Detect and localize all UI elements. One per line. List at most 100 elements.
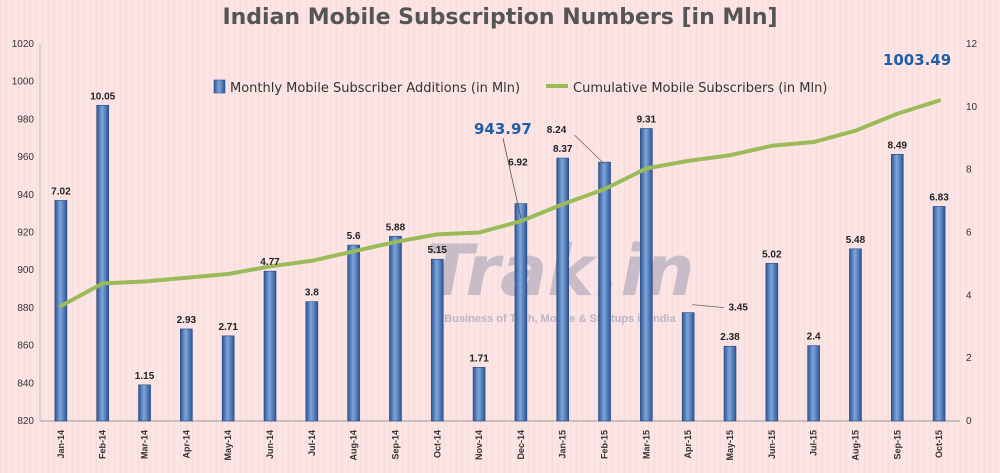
left-axis-tick-label: 1000 bbox=[12, 77, 35, 88]
bar-value-label: 3.45 bbox=[728, 303, 748, 314]
bar bbox=[347, 244, 360, 422]
bar-value-label: 2.93 bbox=[177, 315, 197, 326]
bar-value-label: 2.4 bbox=[807, 332, 821, 343]
bar-value-label: 8.49 bbox=[888, 140, 908, 151]
bar-value-label: 5.48 bbox=[846, 235, 866, 246]
bar bbox=[598, 161, 611, 422]
bar-value-label: 5.15 bbox=[428, 245, 448, 256]
bar bbox=[723, 345, 737, 422]
legend-label-line: Cumulative Mobile Subscribers (in Mln) bbox=[573, 81, 827, 96]
label-leader-line bbox=[574, 134, 605, 165]
x-axis-tick-label: Jul-14 bbox=[307, 430, 317, 456]
bar bbox=[54, 200, 68, 422]
line-series bbox=[58, 98, 942, 309]
bar bbox=[96, 104, 110, 422]
x-axis-tick-label: Jul-15 bbox=[809, 430, 819, 456]
x-axis-tick-label: Feb-14 bbox=[98, 430, 108, 459]
x-axis-tick-label: Sep-14 bbox=[390, 430, 400, 460]
cumulative-line bbox=[58, 98, 942, 309]
data-labels: 7.02 10.05 1.15 2.93 2.71 4.77 3.8 5.6 5.88 5.15 1… bbox=[51, 91, 949, 382]
bar bbox=[556, 157, 570, 422]
bar-series bbox=[54, 104, 946, 422]
bar-value-label: 2.38 bbox=[720, 332, 740, 343]
bar bbox=[807, 345, 820, 422]
callout-leader-line bbox=[502, 137, 522, 219]
right-axis-tick-label: 2 bbox=[966, 353, 972, 364]
label-leader-line bbox=[692, 304, 725, 309]
x-axis-tick-label: May-15 bbox=[725, 430, 735, 461]
x-axis-tick-label: Nov-14 bbox=[474, 430, 484, 460]
x-axis-tick-label: Jun-14 bbox=[265, 430, 275, 459]
x-axis-tick-label: Aug-15 bbox=[850, 430, 860, 461]
left-axis-tick-label: 820 bbox=[17, 416, 34, 427]
right-axis-tick-label: 10 bbox=[966, 102, 978, 113]
x-axis-tick-label: Apr-15 bbox=[683, 430, 693, 459]
bar-value-label: 8.24 bbox=[547, 125, 567, 136]
bar-value-label: 5.02 bbox=[762, 249, 782, 260]
bar bbox=[430, 258, 444, 422]
x-axis-tick-label: Mar-15 bbox=[641, 430, 651, 459]
right-axis-tick-label: 8 bbox=[966, 165, 972, 176]
bar bbox=[180, 328, 193, 422]
bar-value-label: 10.05 bbox=[90, 91, 115, 102]
x-axis-tick-label: Jan-15 bbox=[558, 430, 568, 459]
x-axis-ticks: Jan-14 Feb-14 Mar-14 Apr-14 May-14 Jun-14 Jul-… bbox=[56, 430, 944, 461]
bar bbox=[932, 206, 946, 422]
left-axis-tick-label: 900 bbox=[17, 265, 34, 276]
bar-value-label: 5.88 bbox=[386, 222, 406, 233]
right-axis-tick-label: 6 bbox=[966, 228, 972, 239]
bar-value-label: 8.37 bbox=[553, 144, 573, 155]
chart-title: Indian Mobile Subscription Numbers [in M… bbox=[222, 5, 777, 30]
x-axis-tick-label: Apr-14 bbox=[181, 430, 191, 459]
legend-swatch-bars bbox=[213, 79, 226, 94]
x-axis-tick-label: May-14 bbox=[223, 430, 233, 461]
bar-value-label: 9.31 bbox=[637, 115, 657, 126]
left-axis-tick-label: 840 bbox=[17, 378, 34, 389]
bar bbox=[472, 366, 486, 422]
right-axis-tick-label: 4 bbox=[966, 290, 972, 301]
bar bbox=[681, 312, 695, 422]
bar bbox=[765, 262, 779, 422]
bar-value-label: 6.83 bbox=[929, 192, 949, 203]
x-axis-tick-label: Aug-14 bbox=[349, 430, 359, 461]
bar bbox=[389, 235, 402, 422]
right-axis-tick-label: 0 bbox=[966, 416, 972, 427]
bar bbox=[849, 248, 862, 422]
x-axis-tick-label: Oct-14 bbox=[432, 430, 442, 458]
left-axis-tick-label: 880 bbox=[17, 303, 34, 314]
callout-label: 943.97 bbox=[474, 120, 532, 138]
callout-label: 1003.49 bbox=[883, 51, 951, 69]
x-axis-tick-label: Jan-14 bbox=[56, 430, 66, 459]
bar-value-label: 6.92 bbox=[508, 158, 528, 169]
bar bbox=[138, 384, 151, 422]
x-axis-tick-label: Mar-14 bbox=[140, 430, 150, 459]
x-axis-tick-label: Jun-15 bbox=[767, 430, 777, 459]
left-axis-tick-label: 980 bbox=[17, 114, 34, 125]
left-axis-tick-label: 860 bbox=[17, 341, 34, 352]
right-axis-tick-label: 12 bbox=[966, 39, 978, 50]
bar-value-label: 4.77 bbox=[260, 257, 280, 268]
bar bbox=[640, 128, 653, 422]
legend-label-bars: Monthly Mobile Subscriber Additions (in … bbox=[230, 81, 520, 96]
bar-value-label: 1.15 bbox=[135, 371, 155, 382]
x-axis-tick-label: Feb-15 bbox=[600, 430, 610, 459]
axes: 820 840 860 880 900 920 940 960 980 1000 1020 0 2 4 6 8… bbox=[12, 39, 978, 427]
legend: Monthly Mobile Subscriber Additions (in … bbox=[213, 79, 827, 96]
left-axis-tick-label: 940 bbox=[17, 190, 34, 201]
bar-value-label: 2.71 bbox=[218, 322, 238, 333]
bar-value-label: 5.6 bbox=[347, 231, 361, 242]
bar bbox=[890, 153, 904, 422]
bar-value-label: 1.71 bbox=[469, 353, 489, 364]
left-axis-tick-label: 920 bbox=[17, 228, 34, 239]
x-axis-tick-label: Oct-15 bbox=[934, 430, 944, 458]
left-axis-tick-label: 960 bbox=[17, 152, 34, 163]
callouts: 943.97 1003.49 bbox=[474, 51, 951, 219]
bar-value-label: 7.02 bbox=[51, 186, 71, 197]
bar-value-label: 3.8 bbox=[305, 288, 319, 299]
x-axis-tick-label: Dec-14 bbox=[516, 430, 526, 460]
bar bbox=[221, 335, 235, 422]
bar bbox=[514, 203, 528, 422]
